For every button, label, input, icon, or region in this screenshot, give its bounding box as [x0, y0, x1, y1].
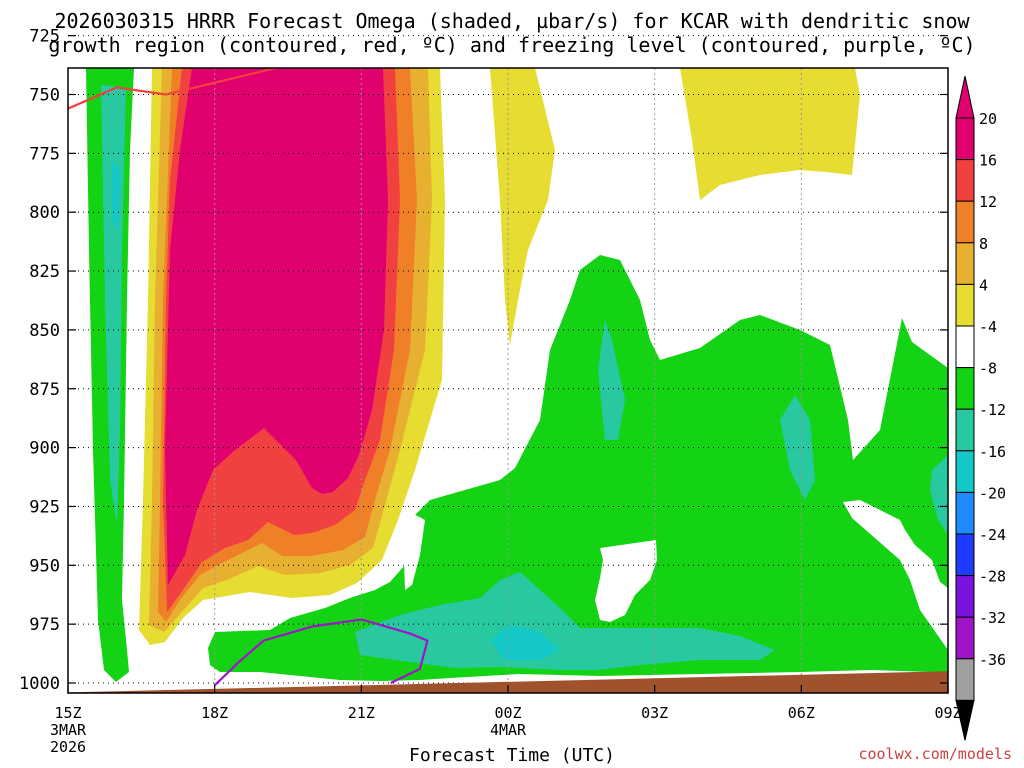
omega-region-sink-mid-teal-a — [598, 320, 625, 440]
colorbar-tick-label: 20 — [979, 110, 997, 128]
colorbar-tick-label: -28 — [979, 568, 1006, 586]
colorbar-bin — [955, 367, 975, 410]
y-tick-label: 850 — [29, 321, 60, 341]
omega-region-upper-rise-b — [490, 68, 555, 345]
omega-region-sink-mid-teal-c — [930, 455, 948, 535]
x-tick-year-label: 2026 — [50, 738, 86, 756]
colorbar-bin — [955, 658, 975, 701]
y-tick-label: 975 — [29, 615, 60, 635]
colorbar-bin — [955, 450, 975, 493]
colorbar-tick-label: -4 — [979, 318, 997, 336]
y-tick-label: 800 — [29, 203, 60, 223]
x-tick-label: 00Z — [494, 704, 521, 722]
colorbar-bin — [955, 575, 975, 618]
omega-shading — [68, 68, 948, 693]
dendritic-contour-line — [68, 68, 281, 110]
omega-region-rise-20 — [165, 68, 388, 585]
freezing-level-contour-line — [213, 618, 429, 687]
y-tick-label: 750 — [29, 86, 60, 106]
colorbar-bin — [955, 408, 975, 452]
y-tick-label: 925 — [29, 497, 60, 517]
colorbar-bottom-cap — [955, 699, 975, 741]
grid-lines — [68, 35, 948, 693]
contours: -18 — [68, 68, 429, 687]
omega-region-sink-mid-teal-b — [780, 395, 815, 500]
chart-title-line-1: 2026030315 HRRR Forecast Omega (shaded, … — [54, 9, 970, 33]
colorbar-top-cap — [955, 75, 975, 119]
omega-region-sink-low-teal — [355, 572, 775, 670]
colorbar-bin — [955, 117, 975, 161]
y-axis: 5255505756006256506757007257507758008258… — [19, 27, 948, 694]
colorbar-tick-label: -16 — [979, 443, 1006, 461]
colorbar-tick-label: 4 — [979, 276, 988, 294]
y-tick-label: 1000 — [19, 674, 60, 694]
terrain-fill — [68, 671, 948, 693]
x-tick-label: 06Z — [788, 704, 815, 722]
colorbar-tick-label: -32 — [979, 609, 1006, 627]
colorbar-bin — [955, 159, 975, 202]
site-credit[interactable]: coolwx.com/models — [858, 745, 1012, 763]
x-tick-label: 21Z — [348, 704, 375, 722]
colorbar-bin — [955, 325, 975, 369]
colorbar-bin — [955, 283, 975, 327]
colorbar-tick-label: -20 — [979, 484, 1006, 502]
colorbar-tick-label: 16 — [979, 152, 997, 170]
colorbar-bin — [955, 200, 975, 244]
colorbar-bin — [955, 533, 975, 577]
x-tick-label: 03Z — [641, 704, 668, 722]
colorbar-bin — [955, 491, 975, 535]
colorbar-tick-label: -24 — [979, 526, 1006, 544]
x-tick-date-label: 4MAR — [490, 721, 527, 739]
y-tick-label: 825 — [29, 262, 60, 282]
y-tick-label: 875 — [29, 380, 60, 400]
x-tick-date-label: 3MAR — [50, 721, 87, 739]
omega-region-sink-left-teal — [101, 85, 126, 525]
x-tick-label: 18Z — [201, 704, 228, 722]
y-tick-label: 725 — [29, 27, 60, 47]
omega-region-sink-low-green — [208, 255, 948, 681]
terrain — [68, 671, 948, 693]
colorbar-tick-label: -12 — [979, 401, 1006, 419]
chart-title-line-2: growth region (contoured, red, ºC) and f… — [48, 33, 976, 57]
colorbar-tick-label: 8 — [979, 235, 988, 253]
omega-region-neutral-hole-b — [404, 512, 425, 590]
y-tick-label: 775 — [29, 144, 60, 164]
y-tick-label: 900 — [29, 439, 60, 459]
x-tick-label: 09Z — [934, 704, 961, 722]
colorbar-tick-label: -36 — [979, 651, 1006, 669]
x-tick-label: 15Z — [54, 704, 81, 722]
colorbar: 20 16 12 8 4 -4 -8 -12 -16 -20 -24 -28 -32 -36 — [955, 75, 1006, 741]
colorbar-tick-label: -8 — [979, 360, 997, 378]
y-tick-label: 950 — [29, 556, 60, 576]
colorbar-bin — [955, 616, 975, 660]
colorbar-bin — [955, 242, 975, 285]
colorbar-tick-label: 12 — [979, 193, 997, 211]
x-axis-title: Forecast Time (UTC) — [409, 745, 615, 766]
omega-region-upper-rise-a — [490, 68, 948, 200]
omega-region-neutral-hole-a — [595, 540, 657, 622]
